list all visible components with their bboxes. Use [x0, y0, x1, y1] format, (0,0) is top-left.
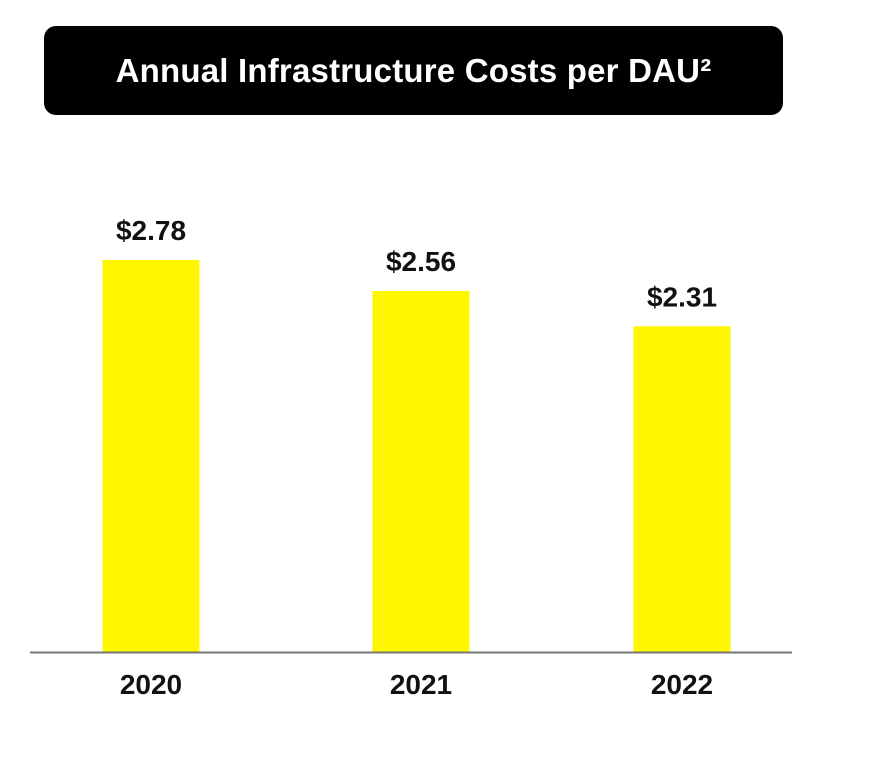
- tick-label-2022: 2022: [651, 669, 713, 700]
- bar-2022: [633, 326, 731, 652]
- tick-label-2021: 2021: [390, 669, 452, 700]
- tick-label-2020: 2020: [120, 669, 182, 700]
- value-labels-group: $2.78 $2.56 $2.31: [116, 215, 717, 312]
- value-label-2020: $2.78: [116, 215, 186, 246]
- bar-2021: [372, 291, 470, 652]
- tick-labels-group: 2020 2021 2022: [120, 669, 713, 700]
- value-label-2021: $2.56: [386, 246, 456, 277]
- chart-title: Annual Infrastructure Costs per DAU²: [115, 51, 712, 89]
- chart-title-box: Annual Infrastructure Costs per DAU²: [44, 26, 783, 115]
- bar-2020: [102, 260, 200, 652]
- bars-group: [102, 260, 731, 652]
- value-label-2022: $2.31: [647, 281, 717, 312]
